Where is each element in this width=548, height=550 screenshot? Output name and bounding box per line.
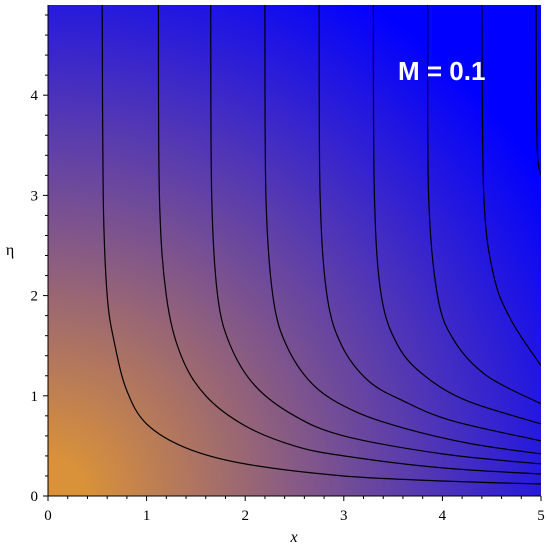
x-tick-label: 5 [537,508,545,524]
contour-line-1 [101,5,541,485]
contour-line-4 [264,5,541,455]
annotation-label: M = 0.1 [398,56,485,86]
contour-line-9 [535,5,541,176]
x-tick-label: 0 [44,508,52,524]
contour-line-6 [372,5,541,425]
contour-line-7 [426,5,541,405]
y-tick-label: 4 [31,88,39,104]
contour-line-8 [481,5,541,367]
y-tick-label: 3 [31,188,39,204]
axes: 0 1 2 3 4 5 0 1 2 3 4 [31,5,545,524]
y-tick-label: 2 [31,289,39,305]
contour-lines [101,5,541,485]
contour-line-2 [157,5,541,475]
y-tick-label: 0 [31,489,39,505]
x-tick-label: 2 [241,508,249,524]
x-axis-label: x [289,529,297,546]
x-tick-label: 1 [143,508,151,524]
contour-line-5 [318,5,541,442]
x-tick-label: 3 [340,508,348,524]
y-tick-label: 1 [31,389,39,405]
y-axis-label: η [6,242,14,259]
plot-field [48,5,541,496]
x-tick-label: 4 [439,508,447,524]
contour-line-3 [210,5,541,465]
